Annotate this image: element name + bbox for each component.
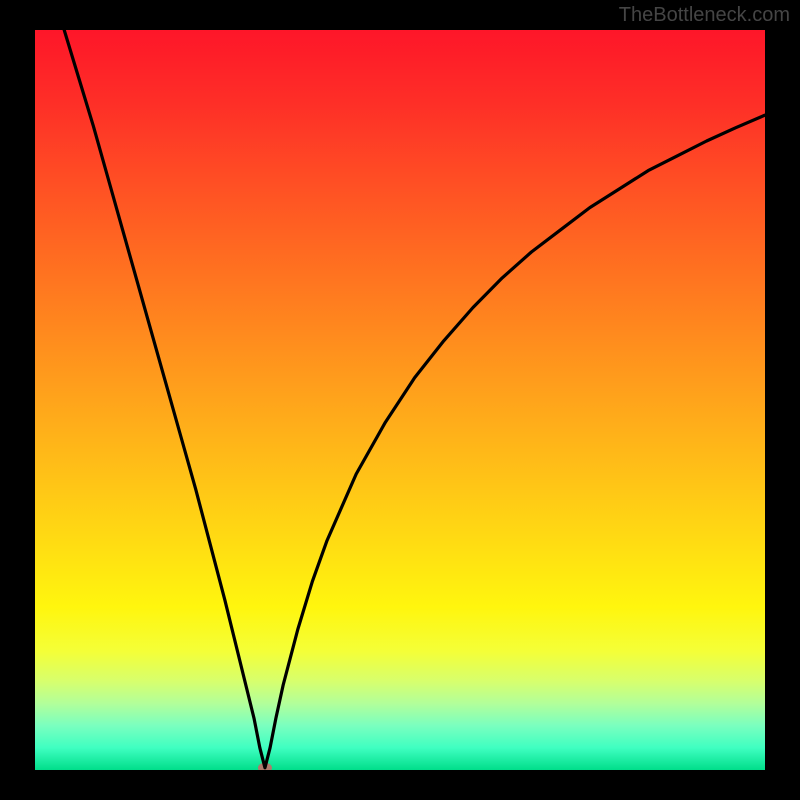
watermark-text: TheBottleneck.com <box>619 4 790 27</box>
curve-layer <box>35 30 765 770</box>
plot-area <box>35 30 765 770</box>
bottleneck-curve <box>64 30 765 768</box>
